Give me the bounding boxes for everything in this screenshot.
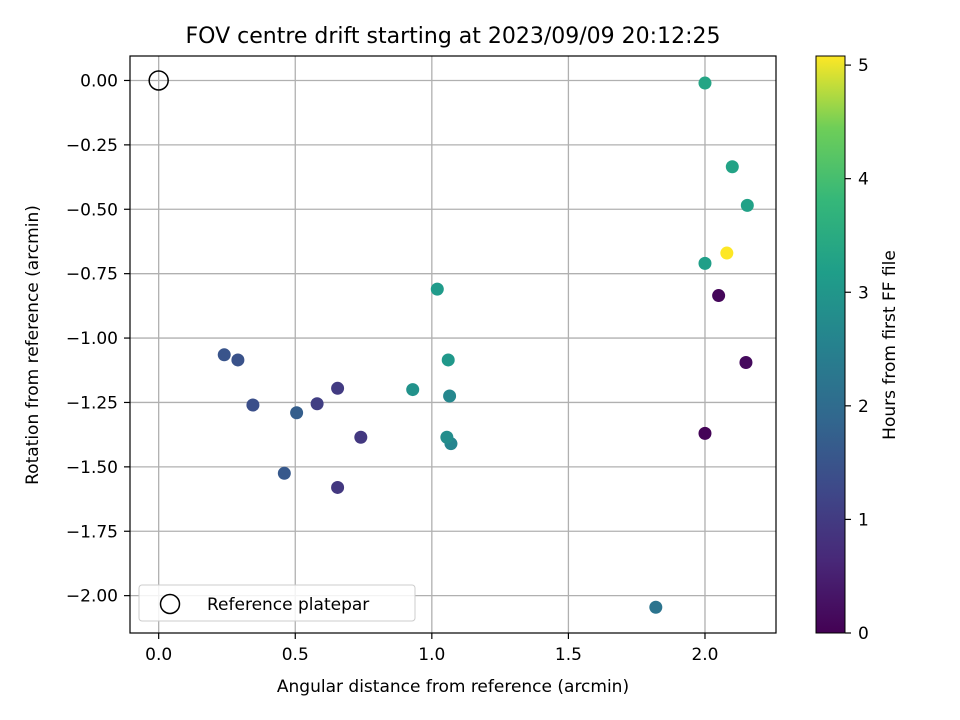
x-tick-label: 2.0 xyxy=(691,645,718,665)
colorbar-tick-label: 0 xyxy=(858,624,869,644)
y-tick-label: −1.50 xyxy=(66,458,118,478)
data-point xyxy=(441,353,455,367)
y-tick-label: −1.00 xyxy=(66,329,118,349)
colorbar-gradient xyxy=(815,55,846,634)
data-point xyxy=(430,282,444,296)
legend-box xyxy=(138,584,416,622)
colorbar: 0 1 2 3 4 5 Hours from first FF file xyxy=(815,55,900,644)
data-point xyxy=(231,353,245,367)
data-point xyxy=(290,406,304,420)
data-point xyxy=(217,348,231,362)
data-point xyxy=(720,246,734,260)
data-point xyxy=(698,426,712,440)
data-point xyxy=(649,600,663,614)
x-tick-label: 1.5 xyxy=(555,645,582,665)
colorbar-tick-label: 2 xyxy=(858,397,869,417)
y-tick-label: −1.75 xyxy=(66,522,118,542)
data-point xyxy=(331,381,345,395)
data-point xyxy=(739,356,753,370)
data-point xyxy=(277,466,291,480)
colorbar-tick-label: 4 xyxy=(858,170,869,190)
y-tick-label: 0.00 xyxy=(80,71,118,91)
y-tick-label: −0.25 xyxy=(66,136,118,156)
reference-marker xyxy=(148,70,169,91)
grid-lines xyxy=(130,56,776,633)
data-point xyxy=(440,430,454,444)
y-tick-label: −2.00 xyxy=(66,587,118,607)
data-point xyxy=(443,389,457,403)
data-point xyxy=(698,76,712,90)
x-tick-label: 0.0 xyxy=(145,645,172,665)
colorbar-tick-label: 5 xyxy=(858,56,869,76)
x-tick-label: 1.0 xyxy=(418,645,445,665)
colorbar-ticks: 0 1 2 3 4 5 xyxy=(845,56,869,644)
x-axis-label: Angular distance from reference (arcmin) xyxy=(277,677,629,697)
plot-area-frame xyxy=(129,55,777,634)
x-tick-label: 0.5 xyxy=(282,645,309,665)
y-tick-label: −0.75 xyxy=(66,265,118,285)
y-axis-label: Rotation from reference (arcmin) xyxy=(23,205,43,485)
data-point xyxy=(354,430,368,444)
chart-title: FOV centre drift starting at 2023/09/09 … xyxy=(186,24,721,49)
legend: Reference platepar xyxy=(138,584,416,622)
data-point xyxy=(310,397,324,411)
data-point xyxy=(698,256,712,270)
data-point xyxy=(740,198,754,212)
data-point xyxy=(406,383,420,397)
colorbar-label: Hours from first FF file xyxy=(880,250,900,440)
colorbar-tick-label: 1 xyxy=(858,510,869,530)
y-tick-label: −0.50 xyxy=(66,200,118,220)
colorbar-tick-label: 3 xyxy=(858,283,869,303)
legend-reference-marker xyxy=(159,593,181,615)
data-point xyxy=(331,480,345,494)
data-point xyxy=(246,398,260,412)
y-tick-label: −1.25 xyxy=(66,393,118,413)
data-point xyxy=(725,160,739,174)
y-axis: 0.00 −0.25 −0.50 −0.75 −1.00 −1.25 −1.50 −1.75 −… xyxy=(66,71,130,607)
x-axis: 0.0 0.5 1.0 1.5 2.0 xyxy=(145,633,719,665)
data-point xyxy=(712,289,726,303)
legend-reference-label: Reference platepar xyxy=(207,595,369,615)
data-points xyxy=(148,70,754,614)
